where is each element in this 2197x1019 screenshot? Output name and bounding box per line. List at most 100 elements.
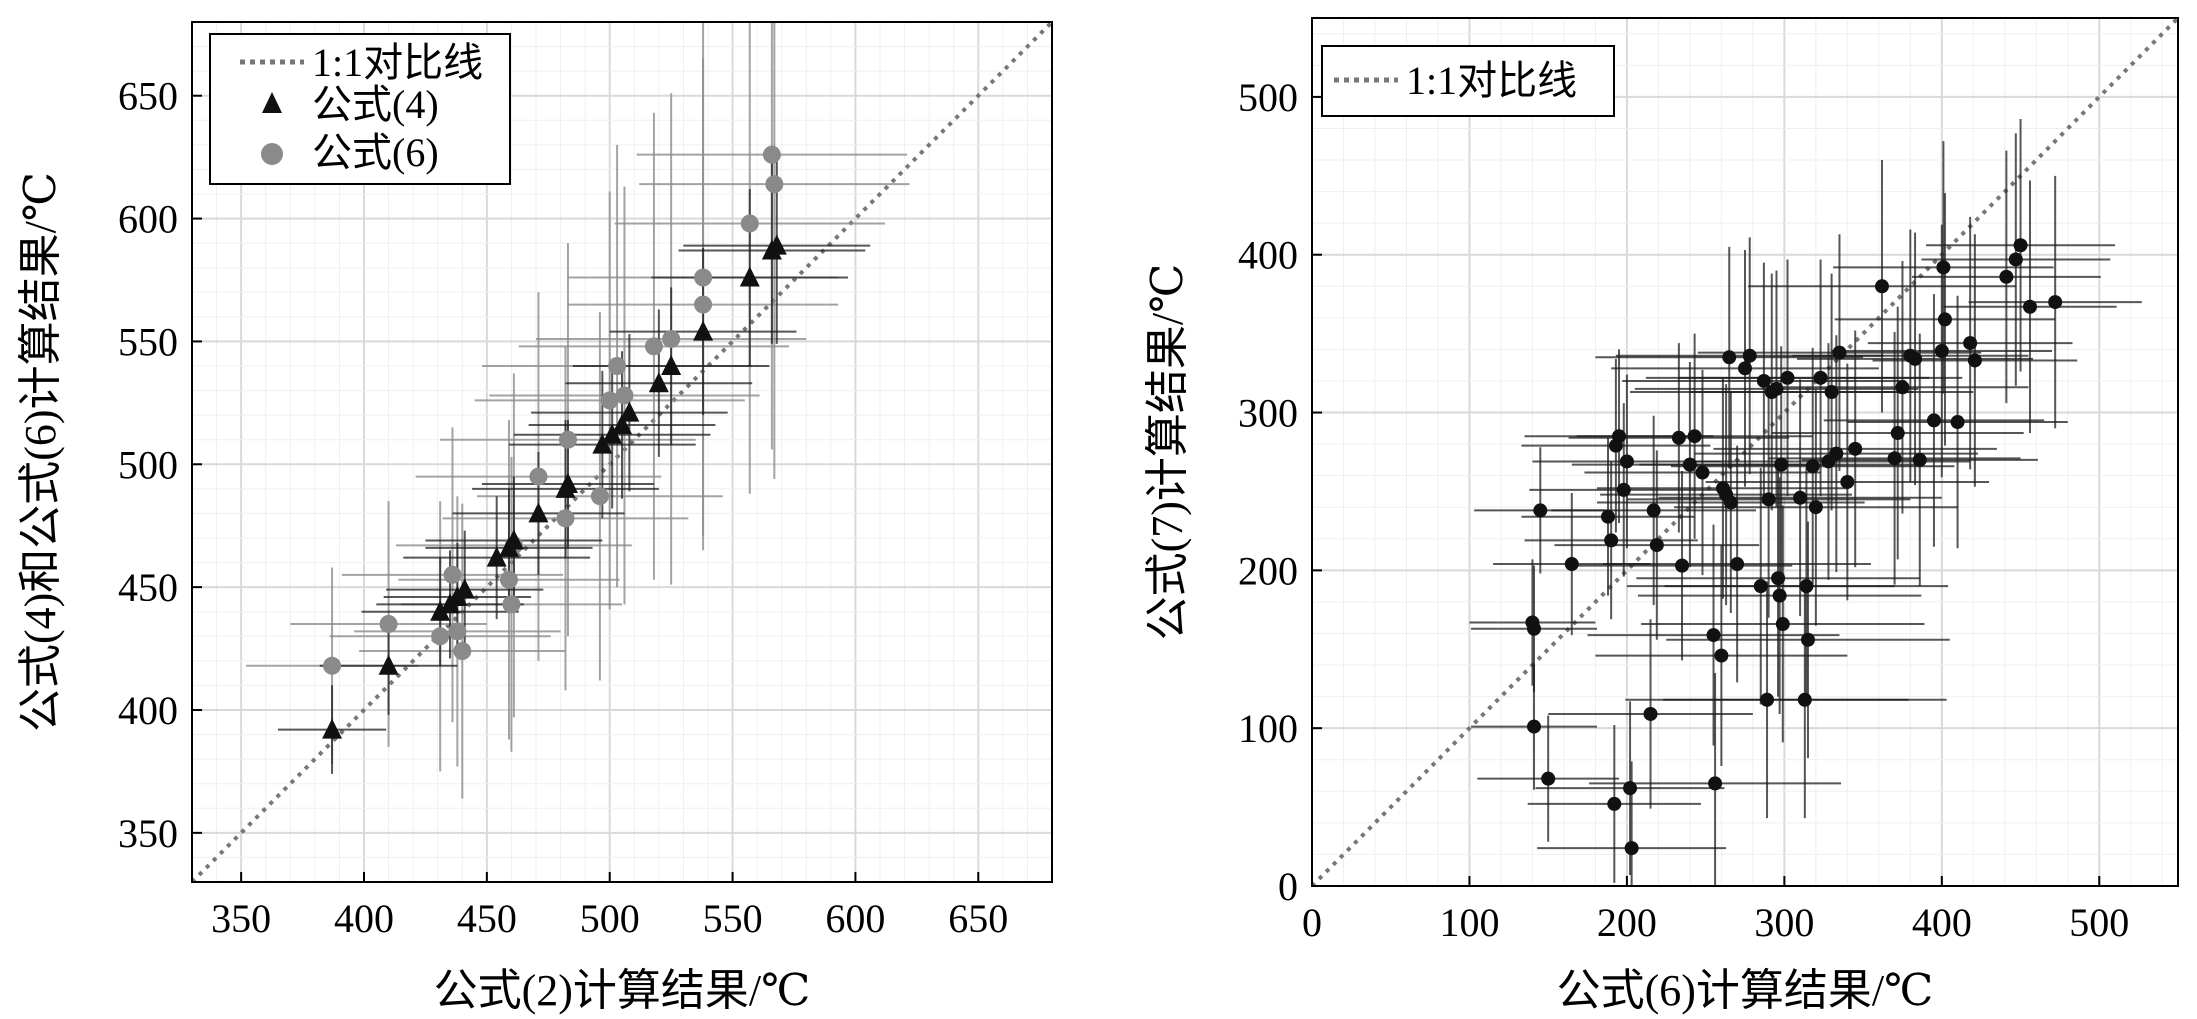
- left-triangle-point: [739, 266, 760, 287]
- right-circle-point: [1775, 617, 1790, 632]
- left-triangle-point: [557, 472, 578, 493]
- left-circle-point: [600, 391, 619, 410]
- left-y-tick-label: 400: [118, 688, 178, 733]
- left-circle-point: [662, 329, 681, 348]
- right-y-tick-label: 500: [1238, 75, 1298, 120]
- left-x-tick-label: 600: [825, 896, 885, 941]
- left-x-tick-label: 650: [948, 896, 1008, 941]
- right-circle-point: [1829, 446, 1844, 461]
- right-circle-point: [1967, 353, 1982, 368]
- left-triangle-point: [454, 578, 475, 599]
- right-circle-point: [1912, 452, 1927, 467]
- right-ticks: 0 100 200 300 400 500 0 100 200 300 400 500: [1238, 75, 2129, 945]
- right-circle-point: [1604, 533, 1619, 548]
- left-circle-point: [323, 656, 342, 675]
- right-circle-point: [2048, 295, 2063, 310]
- right-circle-point: [1887, 451, 1902, 466]
- right-circle-point: [1793, 490, 1808, 505]
- right-circle-point: [1541, 771, 1556, 786]
- left-circle-point: [499, 570, 518, 589]
- left-legend-box: [209, 33, 511, 185]
- left-marks: [192, 22, 1052, 882]
- left-circle-point: [740, 214, 759, 233]
- right-y-axis-label: 公式(7)计算结果/℃: [1143, 264, 1192, 641]
- right-circle-point: [1926, 413, 1941, 428]
- right-circle-point: [1797, 692, 1812, 707]
- left-circle-point: [608, 357, 627, 375]
- left-circle-point: [765, 175, 784, 194]
- left-triangle-point: [378, 654, 399, 675]
- left-triangle-point: [648, 372, 669, 393]
- left-reference-line: [192, 22, 1052, 882]
- right-circle-point: [1824, 385, 1839, 400]
- left-x-tick-label: 450: [457, 896, 517, 941]
- right-circle-point: [1934, 343, 1949, 358]
- right-x-tick-label: 400: [1912, 900, 1972, 945]
- right-legend-box: [1321, 45, 1615, 117]
- left-legend-series1-label: 公式(4): [312, 82, 439, 127]
- right-circle-point: [1963, 336, 1978, 351]
- right-circle-point: [1738, 361, 1752, 376]
- right-circle-point: [1800, 632, 1815, 647]
- right-circle-point: [1708, 776, 1723, 791]
- left-y-tick-label: 600: [118, 197, 178, 242]
- right-circle-point: [1936, 260, 1951, 275]
- right-circle-point: [2022, 299, 2037, 314]
- left-triangle-point: [693, 320, 714, 341]
- right-circle-point: [1601, 509, 1616, 524]
- left-circle-point: [443, 565, 462, 584]
- left-circle-point: [379, 615, 398, 633]
- right-x-tick-label: 100: [1439, 900, 1499, 945]
- left-circle-point: [762, 145, 781, 164]
- right-circle-point: [1772, 588, 1787, 603]
- right-y-tick-label: 100: [1238, 706, 1298, 751]
- right-circle-point: [1643, 706, 1658, 721]
- right-circle-point: [1813, 370, 1828, 385]
- left-circle-point: [694, 295, 713, 314]
- right-x-tick-label: 200: [1597, 900, 1657, 945]
- right-y-tick-label: 0: [1278, 864, 1298, 909]
- left-circle-point: [558, 430, 577, 449]
- left-x-axis-label: 公式(2)计算结果/℃: [434, 966, 811, 1015]
- right-circle-point: [1908, 351, 1923, 366]
- right-circle-point: [1799, 579, 1814, 594]
- right-circle-point: [1612, 429, 1627, 444]
- right-circle-point: [1619, 454, 1634, 469]
- right-circle-point: [1890, 426, 1905, 441]
- right-circle-point: [1564, 557, 1579, 572]
- right-circle-point: [1999, 269, 2014, 284]
- right-circle-point: [1832, 345, 1847, 360]
- right-circle-point: [1895, 380, 1910, 395]
- left-y-tick-label: 650: [118, 74, 178, 119]
- right-x-tick-label: 300: [1754, 900, 1814, 945]
- right-circle-point: [1840, 474, 1855, 489]
- left-circle-point: [590, 487, 609, 506]
- left-circle-point: [615, 386, 634, 405]
- left-legend-triangle-marker: [262, 92, 282, 113]
- left-triangle-point: [528, 502, 549, 523]
- right-circle-point: [1695, 465, 1710, 480]
- right-circle-point: [1874, 279, 1889, 294]
- left-chart: 350 400 450 500 550 600 650 350 400 450 500 550 600 6…: [16, 21, 1053, 1015]
- right-circle-point: [1722, 350, 1737, 365]
- right-circle-point: [1774, 457, 1789, 472]
- left-circle-point: [502, 595, 521, 614]
- right-circle-point: [1805, 459, 1820, 474]
- right-circle-point: [1761, 492, 1776, 507]
- left-ticks: 350 400 450 500 550 600 650 350 400 450 500 550 600 6…: [118, 74, 1008, 941]
- left-triangle-point: [322, 718, 343, 739]
- left-circle-point: [453, 642, 472, 661]
- right-x-tick-label: 500: [2069, 900, 2129, 945]
- right-circle-point: [1769, 381, 1784, 396]
- left-circle-point: [644, 337, 663, 356]
- left-x-tick-label: 400: [334, 896, 394, 941]
- right-circle-point: [1646, 503, 1661, 518]
- right-circle-point: [1756, 373, 1771, 388]
- right-circle-point: [1753, 579, 1768, 594]
- left-y-tick-label: 350: [118, 811, 178, 856]
- left-circle-point: [694, 268, 713, 287]
- right-chart: 0 100 200 300 400 500 0 100 200 300 400 500 公式(6)计算…: [1143, 17, 2179, 1015]
- right-circle-point: [1780, 370, 1795, 385]
- right-circle-point: [1730, 557, 1745, 572]
- right-circle-point: [1675, 558, 1690, 573]
